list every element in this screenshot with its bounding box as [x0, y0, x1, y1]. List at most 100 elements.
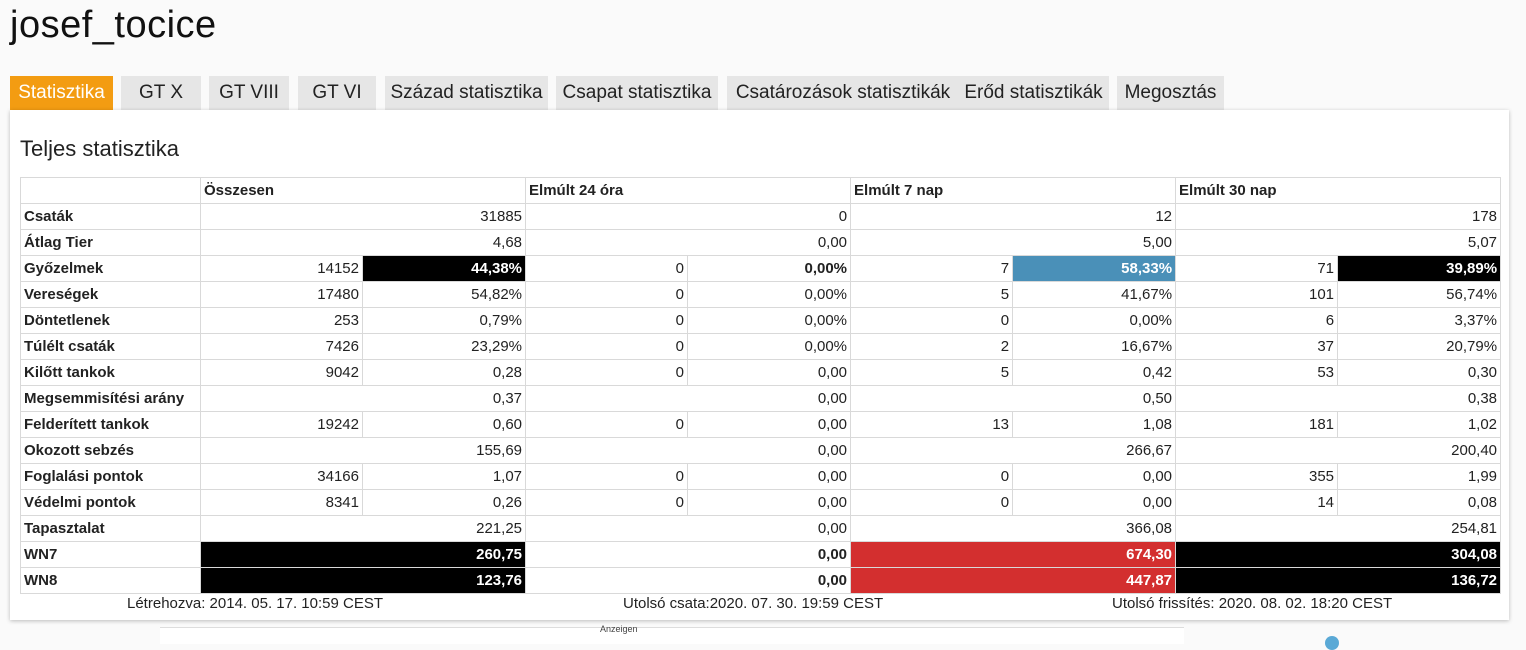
cell: 37: [1175, 333, 1339, 360]
cell: 1,99: [1337, 463, 1502, 490]
tab-statisztika[interactable]: Statisztika: [10, 76, 113, 110]
row-label: Átlag Tier: [20, 229, 201, 256]
tab-gt-x[interactable]: GT X: [121, 76, 201, 110]
cell: 20,79%: [1337, 333, 1502, 360]
cell: 34166: [200, 463, 363, 490]
cell: 0: [525, 359, 689, 386]
cell: 101: [1175, 281, 1339, 308]
rating-cell: 447,87: [850, 567, 1177, 594]
row-label: Vereségek: [20, 281, 201, 308]
row-label: Döntetlenek: [20, 307, 201, 334]
rating-cell: 39,89%: [1337, 255, 1502, 282]
cell: 16,67%: [1012, 333, 1177, 360]
cell: 0: [525, 307, 689, 334]
cell: 0,08: [1337, 489, 1502, 516]
rating-cell: 123,76: [199, 567, 527, 594]
row-label: Védelmi pontok: [20, 489, 201, 516]
cell: 0,00%: [687, 333, 852, 360]
tab-megosztas[interactable]: Megosztás: [1117, 76, 1224, 110]
cell: 0: [525, 411, 689, 438]
table-row-draws: Döntetlenek 253 0,79% 0 0,00% 0 0,00% 6 …: [20, 307, 1502, 334]
cell: 0,50: [850, 385, 1177, 412]
row-label: Felderített tankok: [20, 411, 201, 438]
header-30d: Elmúlt 30 nap: [1175, 177, 1502, 204]
row-label: Megsemmisítési arány: [20, 385, 201, 412]
cell: 221,25: [199, 515, 527, 542]
cell: 253: [200, 307, 363, 334]
cell: 0,79%: [361, 307, 527, 334]
cell: 5,07: [1175, 229, 1502, 256]
cell: 0: [850, 489, 1014, 516]
cell: 9042: [200, 359, 363, 386]
cell: 0,00: [525, 229, 852, 256]
rating-cell: 304,08: [1175, 541, 1502, 568]
rating-cell: 0,00: [525, 541, 852, 568]
rating-cell: 0,00: [525, 567, 852, 594]
cell: 0,00%: [687, 307, 852, 334]
page-title: josef_tocice: [10, 4, 217, 46]
row-label: WN8: [20, 567, 201, 594]
cell: 0,00%: [687, 281, 852, 308]
rating-cell: 136,72: [1175, 567, 1502, 594]
row-label: Tapasztalat: [20, 515, 201, 542]
cell: 0,00: [687, 411, 852, 438]
row-label: Csaták: [20, 203, 201, 230]
cell: 6: [1175, 307, 1339, 334]
cell: 254,81: [1175, 515, 1502, 542]
cell: 1,07: [361, 463, 527, 490]
cell: 0,00: [525, 385, 852, 412]
rating-cell: 260,75: [199, 541, 527, 568]
cell: 0,00: [525, 515, 852, 542]
tab-csapat-statisztika[interactable]: Csapat statisztika: [556, 76, 718, 110]
tab-erod-statisztikak[interactable]: Erőd statisztikák: [958, 76, 1109, 110]
row-label: Győzelmek: [20, 255, 201, 282]
cell: 0,37: [199, 385, 527, 412]
tab-gt-viii[interactable]: GT VIII: [209, 76, 289, 110]
cell: 0: [525, 281, 689, 308]
table-row-avg-tier: Átlag Tier 4,68 0,00 5,00 5,07: [20, 229, 1502, 256]
cell: 53: [1175, 359, 1339, 386]
stats-panel: Teljes statisztika Összesen Elmúlt 24 ór…: [10, 110, 1509, 620]
cell: 200,40: [1175, 437, 1502, 464]
table-row-wn7: WN7 260,75 0,00 674,30 304,08: [20, 541, 1502, 568]
table-row-damage: Okozott sebzés 155,69 0,00 266,67 200,40: [20, 437, 1502, 464]
ad-info-icon[interactable]: [1325, 636, 1339, 650]
tab-csatarozasok-statisztikak[interactable]: Csatározások statisztikák: [727, 76, 959, 110]
cell: 0,00: [1012, 489, 1177, 516]
cell: 0,00: [687, 463, 852, 490]
cell: 12: [850, 203, 1177, 230]
cell: 41,67%: [1012, 281, 1177, 308]
header-24h: Elmúlt 24 óra: [525, 177, 852, 204]
row-label: Kilőtt tankok: [20, 359, 201, 386]
cell: 17480: [200, 281, 363, 308]
cell: 0,38: [1175, 385, 1502, 412]
cell: 181: [1175, 411, 1339, 438]
cell: 0: [525, 203, 852, 230]
table-row-wins: Győzelmek 14152 44,38% 0 0,00% 7 58,33% …: [20, 255, 1502, 282]
header-row: Összesen Elmúlt 24 óra Elmúlt 7 nap Elmú…: [20, 177, 1502, 204]
cell: 1,08: [1012, 411, 1177, 438]
cell: 14152: [200, 255, 363, 282]
table-row-kd: Megsemmisítési arány 0,37 0,00 0,50 0,38: [20, 385, 1502, 412]
last-update-date: Utolsó frissítés: 2020. 08. 02. 18:20 CE…: [1112, 595, 1393, 612]
cell: 0: [850, 463, 1014, 490]
cell: 54,82%: [361, 281, 527, 308]
cell: 0,60: [361, 411, 527, 438]
table-row-defense: Védelmi pontok 8341 0,26 0 0,00 0 0,00 1…: [20, 489, 1502, 516]
rating-cell: 44,38%: [361, 255, 527, 282]
cell: 0,28: [361, 359, 527, 386]
header-total: Összesen: [199, 177, 527, 204]
table-row-losses: Vereségek 17480 54,82% 0 0,00% 5 41,67% …: [20, 281, 1502, 308]
cell: 0,00: [525, 437, 852, 464]
cell: 0,26: [361, 489, 527, 516]
cell: 4,68: [199, 229, 527, 256]
ad-area[interactable]: [160, 627, 1184, 644]
cell: 178: [1175, 203, 1502, 230]
cell: 19242: [200, 411, 363, 438]
rating-cell: 58,33%: [1012, 255, 1177, 282]
rating-cell: 674,30: [850, 541, 1177, 568]
tab-gt-vi[interactable]: GT VI: [298, 76, 376, 110]
cell: 0: [525, 255, 689, 282]
tab-szazad-statisztika[interactable]: Század statisztika: [385, 76, 548, 110]
cell: 366,08: [850, 515, 1177, 542]
